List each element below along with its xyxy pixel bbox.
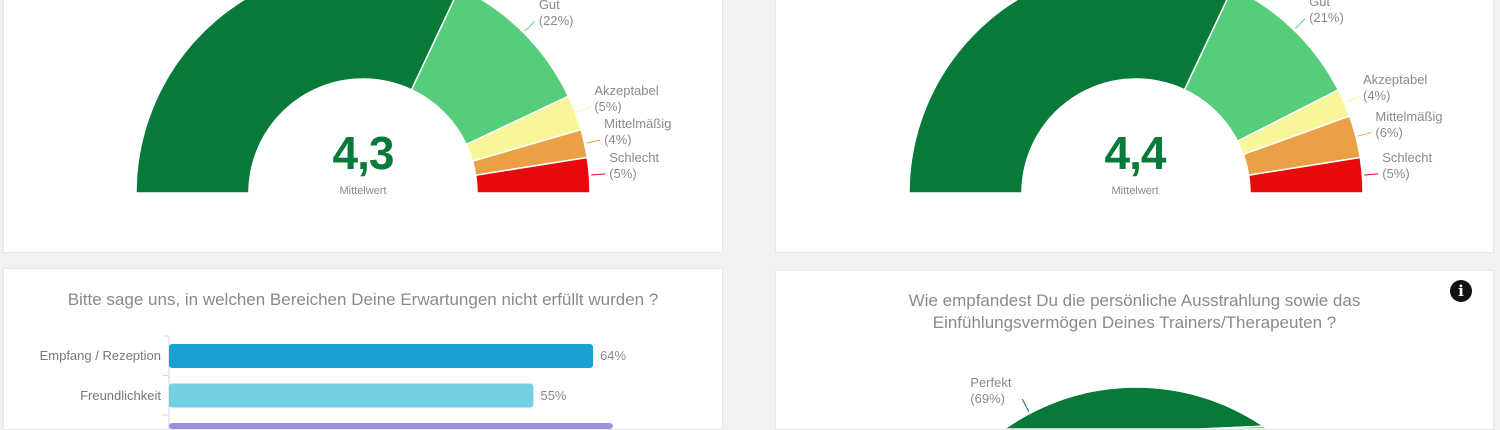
gauge-chart-2 — [908, 0, 1379, 194]
segment-percent: (21%) — [1309, 10, 1344, 26]
segment-percent: (5%) — [594, 99, 622, 115]
segment-percent: (4%) — [1363, 88, 1391, 104]
segment-percent: (6%) — [1375, 124, 1403, 140]
label-connector — [1021, 399, 1030, 412]
bar-value-label: 55% — [540, 387, 567, 403]
bar-card: Bitte sage uns, in welchen Bereichen Dei… — [3, 268, 723, 430]
bar[interactable] — [169, 383, 534, 408]
segment-name: Mittelmäßig — [1375, 108, 1443, 124]
mean-value: 4,3 — [332, 127, 395, 179]
label-connector — [586, 139, 601, 144]
segment-label: Schlecht (5%) — [1382, 150, 1432, 182]
info-icon[interactable]: i — [1450, 280, 1472, 302]
segment-name: Gut — [538, 0, 560, 13]
segment-label: Mittelmäßig (6%) — [1375, 109, 1442, 141]
chart-title: Bitte sage uns, in welchen Bereichen Dei… — [67, 290, 659, 309]
bar[interactable] — [169, 344, 593, 368]
bar-value-label: 64% — [600, 348, 627, 363]
segment-label: Schlecht (5%) — [609, 150, 659, 182]
segment-name: Perfekt — [970, 375, 1012, 391]
gauge-segment-schlecht[interactable] — [1247, 156, 1364, 194]
segment-name: Mittelmäßig — [604, 115, 672, 131]
mean-value: 4,4 — [1104, 127, 1167, 179]
bar[interactable] — [169, 423, 613, 429]
gauge-segment-perfekt[interactable] — [909, 386, 1266, 429]
label-connector — [1345, 96, 1360, 103]
mean-label: Mittelwert — [1111, 185, 1159, 197]
mean-label: Mittelwert — [339, 185, 387, 197]
segment-label: Perfekt (69%) — [970, 375, 1011, 407]
chart-title-line-1: Wie empfandest Du die persönliche Ausstr… — [908, 291, 1361, 310]
chart-title-line-2: Einfühlungsvermögen Deines Trainers/Ther… — [932, 313, 1337, 332]
gauge-segment-schlecht[interactable] — [474, 156, 591, 194]
segment-label: Akzeptabel (5%) — [594, 83, 658, 115]
gauge-card-2: 4,4 Mittelwert Perfekt(64%)Gut(21%)Akzep… — [775, 0, 1494, 253]
segment-name: Akzeptabel — [594, 83, 659, 99]
label-connector — [1364, 173, 1379, 176]
gauge-card-1: 4,3 Mittelwert Perfekt(64%)Gut(22%)Akzep… — [3, 0, 723, 253]
segment-percent: (69%) — [970, 391, 1005, 407]
segment-label: Gut (21%) — [1309, 0, 1344, 26]
gauge-card-3: Wie empfandest Du die persönliche Ausstr… — [775, 270, 1494, 430]
label-connector — [577, 106, 591, 113]
segment-percent: (4%) — [604, 131, 632, 147]
gauge-chart-1 — [135, 0, 606, 194]
segment-name: Schlecht — [1382, 149, 1433, 165]
gauge-chart-3 — [909, 386, 1363, 429]
segment-percent: (22%) — [538, 13, 574, 29]
bar-chart — [163, 335, 613, 429]
segment-label: Akzeptabel (4%) — [1363, 72, 1427, 104]
label-connector — [1295, 18, 1306, 29]
label-connector — [524, 20, 536, 32]
segment-percent: (5%) — [609, 165, 637, 181]
segment-name: Schlecht — [609, 149, 660, 165]
gauge-segment-rest[interactable] — [1200, 425, 1363, 429]
segment-label: Gut (22%) — [539, 0, 574, 29]
label-connector — [1357, 132, 1372, 137]
segment-name: Gut — [1309, 0, 1331, 10]
category-label: Empfang / Rezeption — [39, 348, 161, 363]
segment-label: Mittelmäßig (4%) — [604, 116, 671, 148]
label-connector — [591, 173, 606, 176]
category-label: Freundlichkeit — [80, 387, 161, 403]
segment-percent: (5%) — [1382, 165, 1410, 181]
segment-name: Akzeptabel — [1363, 72, 1428, 88]
